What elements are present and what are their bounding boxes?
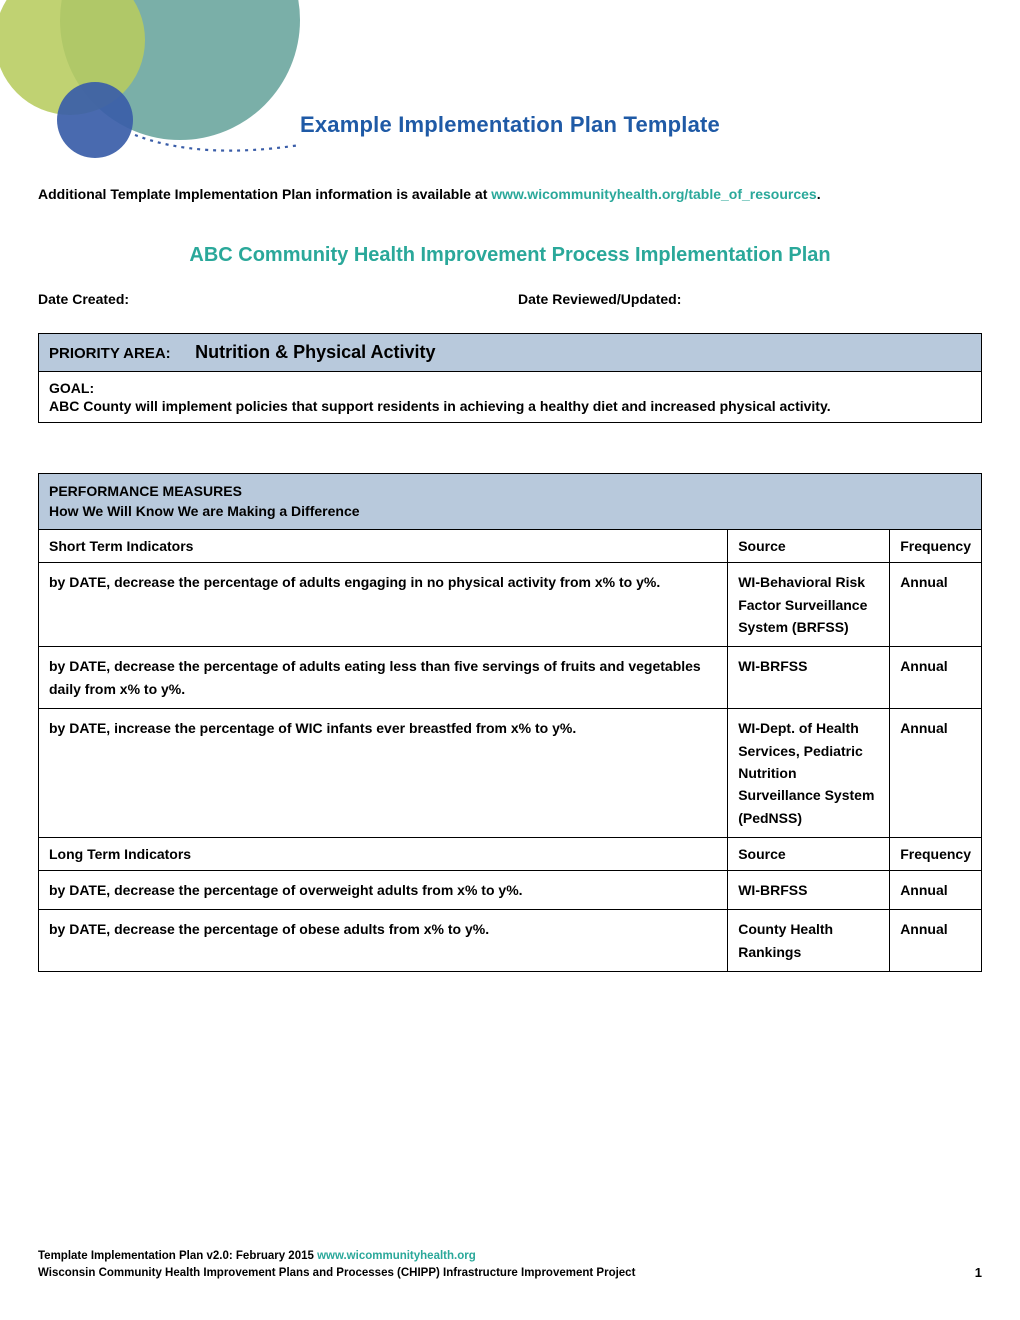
source-cell: WI-Behavioral Risk Factor Surveillance S… <box>728 563 890 647</box>
info-line: Additional Template Implementation Plan … <box>38 186 982 202</box>
footer-line2: Wisconsin Community Health Improvement P… <box>38 1265 982 1282</box>
subtitle: ABC Community Health Improvement Process… <box>38 244 982 267</box>
goal-label: GOAL: <box>49 380 971 396</box>
footer-link[interactable]: www.wicommunityhealth.org <box>317 1250 476 1262</box>
priority-label: PRIORITY AREA: <box>49 345 171 362</box>
priority-value: Nutrition & Physical Activity <box>195 342 435 362</box>
frequency-cell: Annual <box>890 647 982 709</box>
indicator-cell: by DATE, decrease the percentage of adul… <box>39 563 728 647</box>
date-row: Date Created: Date Reviewed/Updated: <box>38 291 982 307</box>
source-cell: WI-Dept. of Health Services, Pediatric N… <box>728 709 890 838</box>
indicator-cell: by DATE, increase the percentage of WIC … <box>39 709 728 838</box>
table-row: by DATE, decrease the percentage of adul… <box>39 647 982 709</box>
frequency-cell: Annual <box>890 709 982 838</box>
info-link[interactable]: www.wicommunityhealth.org/table_of_resou… <box>491 186 816 202</box>
indicator-cell: by DATE, decrease the percentage of over… <box>39 871 728 910</box>
table-row: by DATE, increase the percentage of WIC … <box>39 709 982 838</box>
info-prefix: Additional Template Implementation Plan … <box>38 186 491 202</box>
page-container: Example Implementation Plan Template Add… <box>0 0 1020 1320</box>
short-col-indicator: Short Term Indicators <box>39 530 728 563</box>
table-row: by DATE, decrease the percentage of adul… <box>39 563 982 647</box>
priority-goal-table: PRIORITY AREA: Nutrition & Physical Acti… <box>38 333 982 423</box>
short-col-source: Source <box>728 530 890 563</box>
perf-subtitle: How We Will Know We are Making a Differe… <box>49 502 971 522</box>
goal-text: ABC County will implement policies that … <box>49 398 971 414</box>
indicator-cell: by DATE, decrease the percentage of obes… <box>39 910 728 972</box>
date-reviewed-label: Date Reviewed/Updated: <box>518 291 982 307</box>
long-col-source: Source <box>728 838 890 871</box>
long-col-frequency: Frequency <box>890 838 982 871</box>
short-col-frequency: Frequency <box>890 530 982 563</box>
page-title: Example Implementation Plan Template <box>38 0 982 138</box>
table-row: by DATE, decrease the percentage of obes… <box>39 910 982 972</box>
footer: Template Implementation Plan v2.0: Febru… <box>38 1248 982 1283</box>
date-created-label: Date Created: <box>38 291 518 307</box>
page-number: 1 <box>975 1263 982 1283</box>
performance-table: PERFORMANCE MEASURES How We Will Know We… <box>38 473 982 972</box>
source-cell: WI-BRFSS <box>728 647 890 709</box>
long-col-indicator: Long Term Indicators <box>39 838 728 871</box>
frequency-cell: Annual <box>890 910 982 972</box>
table-row: by DATE, decrease the percentage of over… <box>39 871 982 910</box>
perf-title: PERFORMANCE MEASURES <box>49 482 971 502</box>
indicator-cell: by DATE, decrease the percentage of adul… <box>39 647 728 709</box>
priority-header-cell: PRIORITY AREA: Nutrition & Physical Acti… <box>39 334 982 372</box>
frequency-cell: Annual <box>890 871 982 910</box>
source-cell: County Health Rankings <box>728 910 890 972</box>
goal-cell: GOAL: ABC County will implement policies… <box>39 372 982 423</box>
source-cell: WI-BRFSS <box>728 871 890 910</box>
info-suffix: . <box>817 186 821 202</box>
footer-line1-prefix: Template Implementation Plan v2.0: Febru… <box>38 1250 317 1262</box>
performance-header: PERFORMANCE MEASURES How We Will Know We… <box>39 474 982 530</box>
frequency-cell: Annual <box>890 563 982 647</box>
